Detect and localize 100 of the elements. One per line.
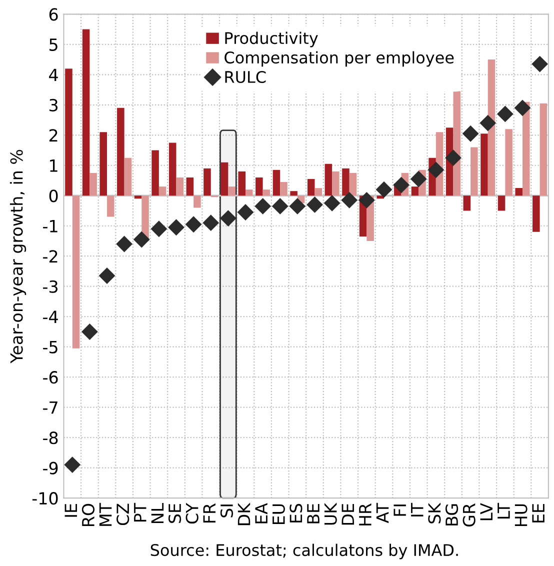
point <box>358 192 375 208</box>
x-tick-label: PT <box>134 502 146 522</box>
y-tick-label: 3 <box>50 98 58 112</box>
point <box>514 100 531 116</box>
bar <box>498 196 506 211</box>
point <box>202 214 220 232</box>
x-tick-label: HU <box>514 504 528 526</box>
bar <box>324 164 332 196</box>
bar <box>152 150 159 196</box>
point <box>496 106 514 122</box>
bar <box>532 196 540 232</box>
point <box>306 196 323 213</box>
bar <box>349 172 357 196</box>
point <box>220 210 236 227</box>
bar <box>168 142 176 196</box>
point <box>410 170 427 188</box>
point <box>168 219 184 236</box>
bar <box>106 196 114 217</box>
bar <box>314 188 322 196</box>
y-tick-label: -2 <box>43 250 58 262</box>
bar <box>100 132 107 196</box>
x-tick-label: AT <box>376 502 389 524</box>
point <box>428 162 444 178</box>
point <box>341 192 358 208</box>
y-tick-label: 1 <box>50 160 58 172</box>
point <box>462 125 479 142</box>
bar <box>540 103 548 196</box>
y-tick-label: -10 <box>32 492 58 505</box>
y-tick-label: -6 <box>43 371 58 384</box>
bar <box>245 190 253 196</box>
y-tick-label: -8 <box>43 432 58 444</box>
x-tick-label: FR <box>203 503 216 522</box>
bar <box>124 158 132 196</box>
y-tick-label: -1 <box>43 220 58 232</box>
legend-label: Compensation per employee <box>224 51 454 67</box>
bar <box>228 186 236 196</box>
x-tick-label: EU <box>272 504 285 524</box>
point <box>116 236 133 252</box>
point <box>480 114 496 132</box>
bar <box>176 177 184 196</box>
bar <box>515 188 522 196</box>
x-tick-label: GR <box>462 503 476 526</box>
y-tick-label: 6 <box>49 8 58 21</box>
x-tick-label: BE <box>307 504 320 524</box>
bar <box>82 29 90 196</box>
point <box>81 324 98 340</box>
x-tick-label: ES <box>290 504 302 522</box>
x-tick-label: SI <box>220 504 234 518</box>
bar <box>262 190 270 196</box>
x-tick-label: DK <box>238 502 250 526</box>
bar <box>117 108 124 196</box>
bar <box>65 68 72 196</box>
point <box>133 231 150 248</box>
x-tick-label: SE <box>168 504 182 523</box>
legend-label: Productivity <box>225 32 318 48</box>
bar <box>204 168 211 196</box>
x-tick-label: FI <box>394 504 406 516</box>
y-axis-title: Year-on-year growth, in % <box>10 150 26 364</box>
bar <box>72 196 80 348</box>
bar <box>522 102 530 196</box>
y-tick-label: 4 <box>49 68 58 81</box>
point <box>185 216 202 233</box>
bar <box>463 196 471 211</box>
x-tick-label: SK <box>428 502 441 524</box>
x-tick-label: RO <box>82 504 95 526</box>
bar <box>480 134 488 196</box>
point <box>150 220 168 238</box>
bar <box>186 177 194 196</box>
y-tick-label: 5 <box>50 38 58 51</box>
bar <box>376 196 384 199</box>
y-tick-label: 0 <box>49 190 58 202</box>
x-tick-label: IE <box>64 504 77 517</box>
y-tick-label: 2 <box>49 129 58 142</box>
point <box>237 204 254 220</box>
source-note: Source: Eurostat; calculatons by IMAD. <box>150 544 458 560</box>
point <box>376 181 392 198</box>
bar <box>342 168 350 196</box>
bar <box>238 171 246 196</box>
x-tick-label: CY <box>186 502 198 524</box>
point <box>324 194 340 212</box>
x-tick-label: IT <box>411 502 424 516</box>
y-tick-label: -9 <box>43 462 58 474</box>
bar <box>158 186 166 196</box>
legend-label: RULC <box>225 70 266 84</box>
y-tick-label: -5 <box>43 341 58 354</box>
bar <box>307 178 315 196</box>
x-tick-label: BG <box>445 504 458 526</box>
x-tick-label: LT <box>498 502 510 518</box>
y-tick-label: -7 <box>43 402 58 414</box>
x-tick-label: CZ <box>116 504 130 526</box>
bar <box>470 147 478 196</box>
bar <box>256 177 263 196</box>
bar <box>505 129 512 196</box>
bar <box>90 172 97 196</box>
point <box>289 198 306 214</box>
bar <box>411 186 419 196</box>
y-tick-label: -4 <box>43 310 58 323</box>
bar <box>134 196 142 199</box>
point <box>393 176 410 194</box>
point <box>64 456 81 474</box>
